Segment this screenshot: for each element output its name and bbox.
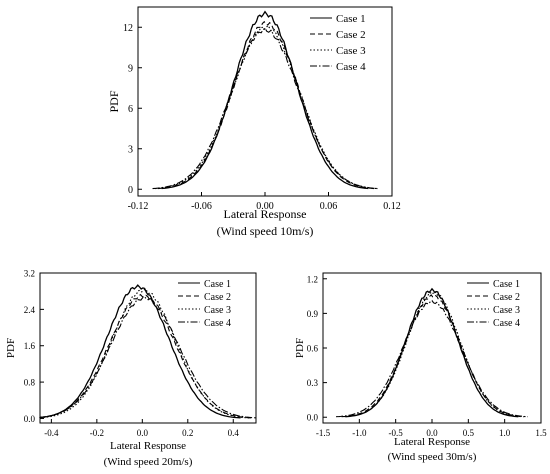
y-tick-label: 0.9 <box>307 309 319 319</box>
plot-frame <box>39 272 257 424</box>
x-tick-label: -1.0 <box>352 428 367 438</box>
legend-label-case-1: Case 1 <box>336 13 366 25</box>
x-tick-label: 1.5 <box>535 428 547 438</box>
legend-label-case-2: Case 2 <box>204 292 231 303</box>
legend-label-case-3: Case 3 <box>493 305 520 316</box>
x-tick-label: 0.12 <box>383 201 401 212</box>
legend-label-case-4: Case 4 <box>493 318 520 329</box>
y-tick-label: 2.4 <box>24 305 36 315</box>
chart-subtitle: (Wind speed 30m/s) <box>388 451 477 463</box>
legend-label-case-1: Case 1 <box>204 279 231 290</box>
series-line-case-3 <box>154 24 378 190</box>
chart-wind-20: -0.4 -0.2 0.0 0.2 0.4 0.0 0.8 1.6 2.4 3.2 Lateral … <box>5 269 257 468</box>
x-tick-label: 0.4 <box>228 428 240 438</box>
series-line-case-4 <box>336 299 528 418</box>
series-line-case-1 <box>161 10 369 190</box>
x-axis-label: Lateral Response <box>110 440 186 452</box>
y-tick-label: 0.3 <box>307 378 319 388</box>
x-tick-label: 0.0 <box>137 428 149 438</box>
chart-subtitle: (Wind speed 10m/s) <box>217 224 314 238</box>
x-axis-label: Lateral Response <box>224 207 307 221</box>
chart-subtitle: (Wind speed 20m/s) <box>104 456 193 468</box>
series-line-case-2 <box>39 293 252 419</box>
y-tick-label: 1.2 <box>307 274 318 284</box>
legend-label-case-2: Case 2 <box>336 29 366 41</box>
series-line-case-3 <box>344 290 523 418</box>
y-tick-label: 1.6 <box>24 341 36 351</box>
x-tick-label: -0.2 <box>90 428 104 438</box>
y-tick-label: 3 <box>128 144 133 155</box>
legend-label-case-4: Case 4 <box>336 61 366 73</box>
x-tick-label: 0.0 <box>426 428 438 438</box>
chart-wind-30: -1.5 -1.0 -0.5 0.0 0.5 1.0 1.5 0.0 0.3 0.6 0.9 1.2 L… <box>294 272 547 463</box>
x-tick-label: -0.06 <box>191 201 212 212</box>
chart-wind-10: -0.12 -0.06 0.00 0.06 0.12 0 3 6 9 12 Lateral Resp… <box>107 6 401 238</box>
x-tick-label: -0.5 <box>389 428 404 438</box>
x-tick-label: -0.12 <box>128 201 149 212</box>
x-tick-label: 0.2 <box>182 428 193 438</box>
series-line-case-4 <box>39 296 257 419</box>
y-tick-label: 3.2 <box>24 269 35 279</box>
legend-label-case-3: Case 3 <box>204 305 231 316</box>
x-tick-label: 0.06 <box>320 201 338 212</box>
x-tick-label: -0.4 <box>44 428 59 438</box>
y-tick-label: 0 <box>128 185 133 196</box>
y-axis-label: PDF <box>107 90 121 112</box>
x-tick-label: 0.00 <box>256 201 274 212</box>
y-tick-label: 0.8 <box>24 378 36 388</box>
legend-label-case-4: Case 4 <box>204 318 231 329</box>
x-tick-label: 0.5 <box>463 428 475 438</box>
y-tick-label: 0.0 <box>24 414 36 424</box>
y-tick-label: 12 <box>123 23 133 34</box>
x-axis-label: Lateral Response <box>394 436 470 448</box>
y-tick-label: 9 <box>128 63 133 74</box>
y-axis-label: PDF <box>5 338 17 358</box>
series-line-case-4 <box>152 27 378 190</box>
series-line-case-1 <box>39 284 241 419</box>
legend-label-case-1: Case 1 <box>493 279 520 290</box>
legend-label-case-2: Case 2 <box>493 292 520 303</box>
legend-label-case-3: Case 3 <box>336 45 366 57</box>
y-axis-label: PDF <box>294 338 306 358</box>
y-tick-label: 0.0 <box>307 413 319 423</box>
series-line-case-3 <box>39 288 250 419</box>
series-line-case-2 <box>341 294 524 418</box>
x-tick-label: -1.5 <box>316 428 331 438</box>
y-tick-label: 0.6 <box>307 344 319 354</box>
y-tick-label: 6 <box>128 104 133 115</box>
x-tick-label: 1.0 <box>499 428 511 438</box>
